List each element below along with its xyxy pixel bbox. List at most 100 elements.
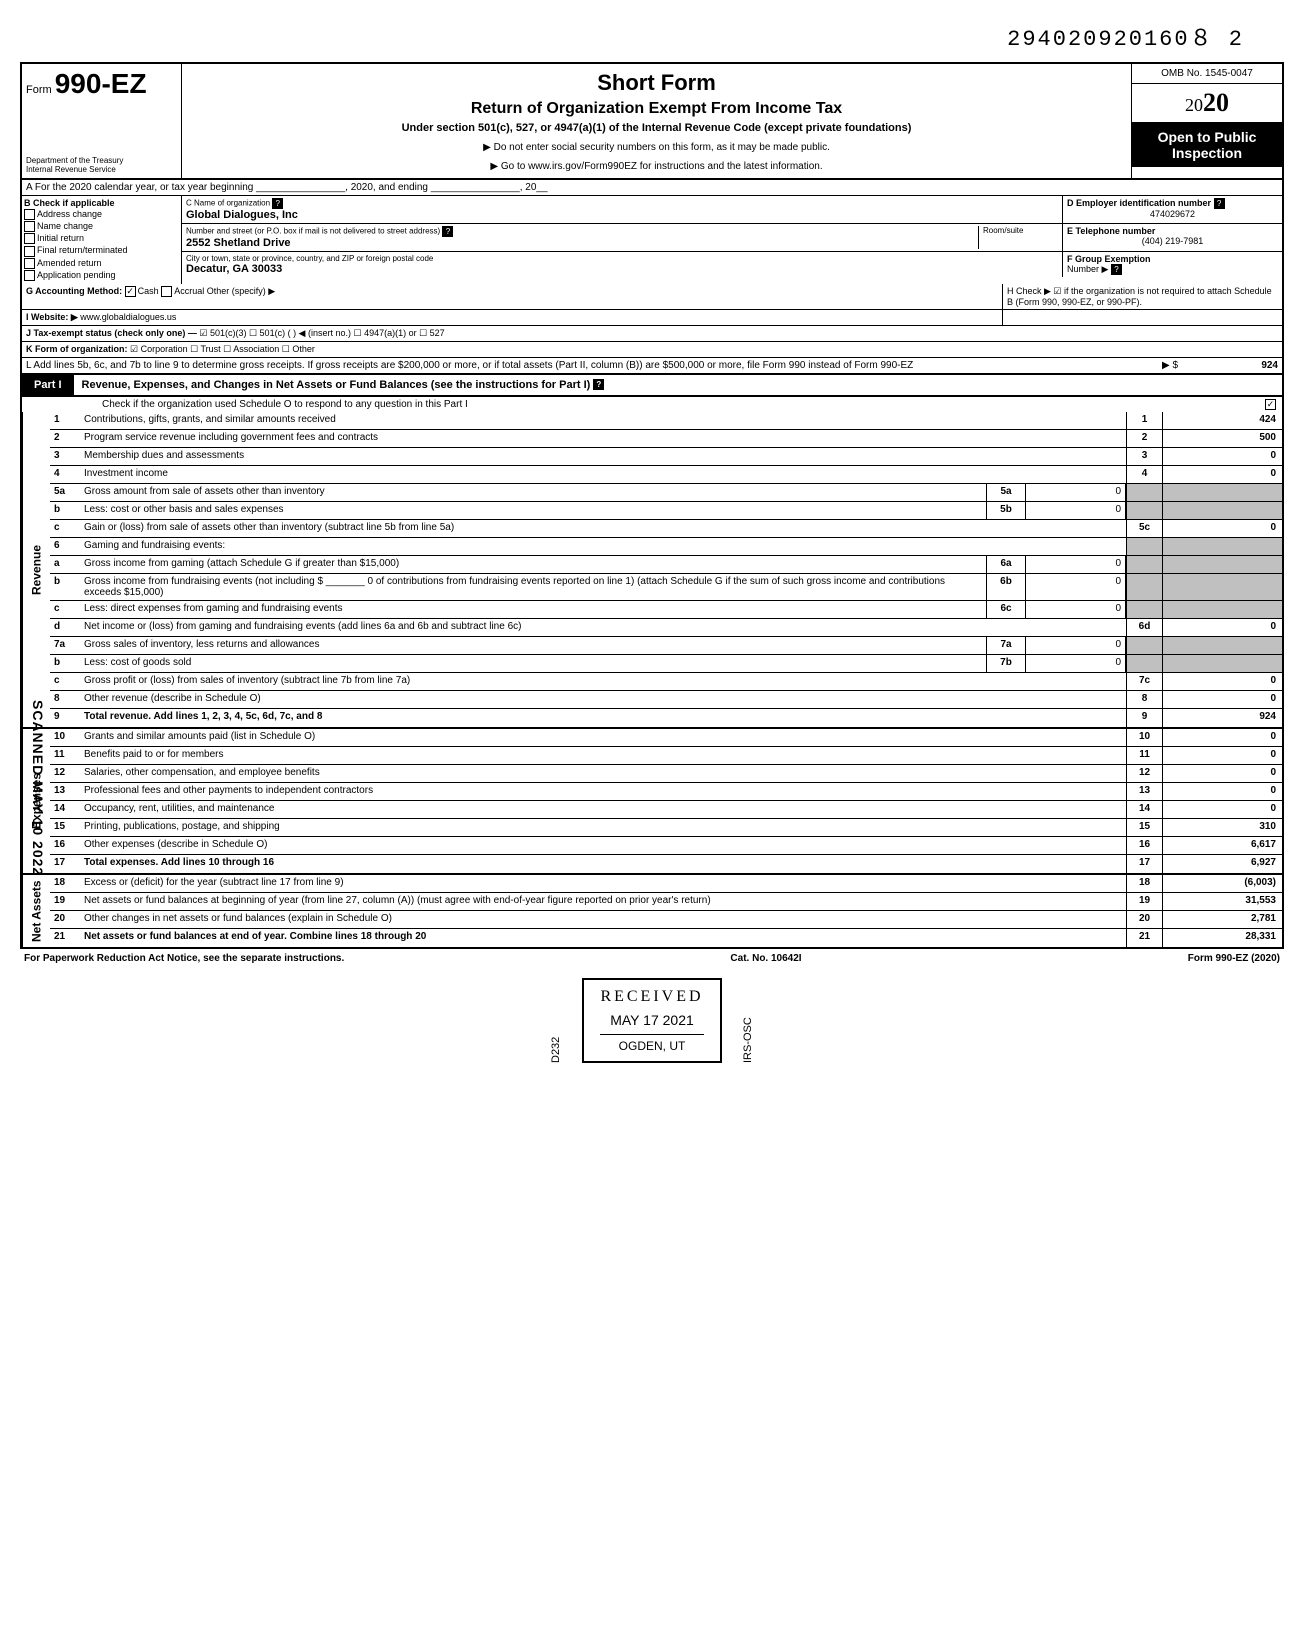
line-description: Contributions, gifts, grants, and simila… [80, 412, 1126, 429]
form-number-big: 990-EZ [55, 68, 147, 99]
line-description: Gross income from fundraising events (no… [80, 574, 986, 600]
end-value: 0 [1162, 673, 1282, 690]
line-description: Program service revenue including govern… [80, 430, 1126, 447]
b-name-change[interactable]: Name change [24, 221, 179, 232]
end-value-shaded [1162, 538, 1282, 555]
stamp-ogden: OGDEN, UT [600, 1034, 703, 1053]
col-b: B Check if applicable Address change Nam… [22, 196, 182, 284]
omb-number: OMB No. 1545-0047 [1132, 64, 1282, 84]
form-note2: ▶ Go to www.irs.gov/Form990EZ for instru… [188, 161, 1125, 172]
form-subtitle: Return of Organization Exempt From Incom… [188, 100, 1125, 118]
line-number: 19 [50, 893, 80, 910]
end-box: 16 [1126, 837, 1162, 854]
line-number: 13 [50, 783, 80, 800]
b-amended[interactable]: Amended return [24, 258, 179, 269]
table-row: 13Professional fees and other payments t… [50, 783, 1282, 801]
line-number: b [50, 502, 80, 519]
end-box-shaded [1126, 637, 1162, 654]
stamp-area: D232 RECEIVED MAY 17 2021 OGDEN, UT IRS-… [20, 978, 1284, 1063]
document-number: 294020920160８ 2 [20, 20, 1284, 52]
end-value: (6,003) [1162, 875, 1282, 892]
end-box: 2 [1126, 430, 1162, 447]
end-value-shaded [1162, 484, 1282, 501]
line-description: Net assets or fund balances at beginning… [80, 893, 1126, 910]
b-initial[interactable]: Initial return [24, 233, 179, 244]
section-label: Revenue [22, 412, 50, 727]
end-value: 424 [1162, 412, 1282, 429]
table-row: cGross profit or (loss) from sales of in… [50, 673, 1282, 691]
schedule-o-checkbox[interactable] [1265, 399, 1276, 410]
mid-value: 0 [1026, 655, 1126, 672]
end-value: 0 [1162, 448, 1282, 465]
website-value: www.globaldialogues.us [80, 312, 176, 322]
end-box-shaded [1126, 484, 1162, 501]
row-g: G Accounting Method: Cash Accrual Other … [20, 284, 1284, 310]
table-row: 6Gaming and fundraising events: [50, 538, 1282, 556]
b-addr-change[interactable]: Address change [24, 209, 179, 220]
end-value: 31,553 [1162, 893, 1282, 910]
end-box-shaded [1126, 574, 1162, 600]
received-stamp: RECEIVED MAY 17 2021 OGDEN, UT [582, 978, 721, 1063]
table-row: 3Membership dues and assessments30 [50, 448, 1282, 466]
row-i: I Website: ▶ www.globaldialogues.us [20, 310, 1284, 326]
section-label: Expenses [22, 729, 50, 873]
table-row: 9Total revenue. Add lines 1, 2, 3, 4, 5c… [50, 709, 1282, 727]
table-row: 15Printing, publications, postage, and s… [50, 819, 1282, 837]
line-number: b [50, 574, 80, 600]
end-box: 5c [1126, 520, 1162, 537]
part1-title: Revenue, Expenses, and Changes in Net As… [74, 375, 1282, 395]
table-row: 17Total expenses. Add lines 10 through 1… [50, 855, 1282, 873]
end-box: 11 [1126, 747, 1162, 764]
end-box: 13 [1126, 783, 1162, 800]
part1-sub: Check if the organization used Schedule … [20, 397, 1284, 412]
e-phone: E Telephone number (404) 219-7981 [1062, 224, 1282, 251]
part1-label: Part I [22, 375, 74, 395]
addr-row: Number and street (or P.O. box if mail i… [182, 224, 1062, 251]
ein-value: 474029672 [1067, 209, 1278, 219]
accrual-checkbox[interactable] [161, 286, 172, 297]
end-value: 2,781 [1162, 911, 1282, 928]
f-group: F Group Exemption Number ▶ ? [1062, 252, 1282, 277]
mid-value: 0 [1026, 556, 1126, 573]
room-label: Room/suite [983, 226, 1058, 235]
form-under: Under section 501(c), 527, or 4947(a)(1)… [188, 122, 1125, 134]
line-number: 6 [50, 538, 80, 555]
end-box-shaded [1126, 601, 1162, 618]
form-right-col: OMB No. 1545-0047 20202020 Open to Publi… [1132, 64, 1282, 178]
end-box: 12 [1126, 765, 1162, 782]
table-row: 18Excess or (deficit) for the year (subt… [50, 875, 1282, 893]
b-final[interactable]: Final return/terminated [24, 245, 179, 256]
org-name-value: Global Dialogues, Inc [186, 209, 1058, 221]
end-box: 20 [1126, 911, 1162, 928]
mid-box: 7a [986, 637, 1026, 654]
table-row: bGross income from fundraising events (n… [50, 574, 1282, 601]
department: Department of the Treasury Internal Reve… [26, 156, 177, 174]
end-value: 0 [1162, 765, 1282, 782]
end-value-shaded [1162, 574, 1282, 600]
help-icon: ? [1214, 198, 1225, 209]
line-description: Gross amount from sale of assets other t… [80, 484, 986, 501]
line-description: Other revenue (describe in Schedule O) [80, 691, 1126, 708]
line-description: Less: cost or other basis and sales expe… [80, 502, 986, 519]
row-l-value: 924 [1178, 360, 1278, 371]
table-row: cGain or (loss) from sale of assets othe… [50, 520, 1282, 538]
end-box: 19 [1126, 893, 1162, 910]
line-description: Total revenue. Add lines 1, 2, 3, 4, 5c,… [80, 709, 1126, 727]
line-number: 21 [50, 929, 80, 947]
line-number: 18 [50, 875, 80, 892]
mid-value: 0 [1026, 637, 1126, 654]
line-number: 1 [50, 412, 80, 429]
line-number: 11 [50, 747, 80, 764]
table-row: bLess: cost of goods sold7b0 [50, 655, 1282, 673]
cash-checkbox[interactable] [125, 286, 136, 297]
table-row: bLess: cost or other basis and sales exp… [50, 502, 1282, 520]
table-row: 5aGross amount from sale of assets other… [50, 484, 1282, 502]
b-pending[interactable]: Application pending [24, 270, 179, 281]
d-ein: D Employer identification number ? 47402… [1062, 196, 1282, 223]
line-description: Gain or (loss) from sale of assets other… [80, 520, 1126, 537]
form-header: Form 990-EZ Department of the Treasury I… [20, 62, 1284, 180]
line-number: 17 [50, 855, 80, 873]
end-box: 3 [1126, 448, 1162, 465]
line-number: a [50, 556, 80, 573]
section-bcdef: B Check if applicable Address change Nam… [20, 196, 1284, 284]
